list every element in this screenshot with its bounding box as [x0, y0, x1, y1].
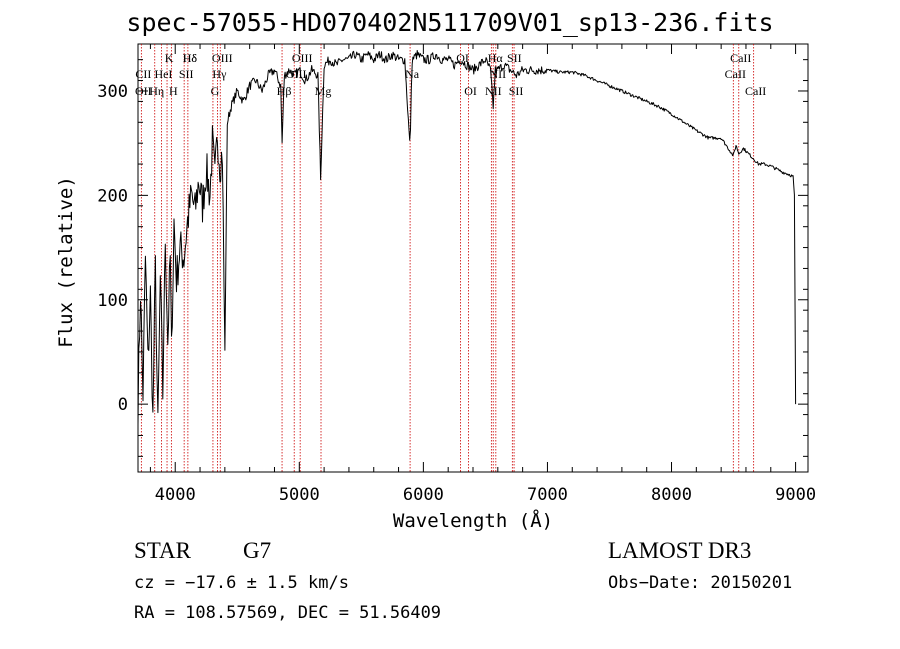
line-id-label: SII	[507, 51, 522, 65]
line-id-label: G	[211, 84, 220, 98]
x-tick-label: 5000	[279, 485, 320, 505]
line-id-label: Hδ	[183, 51, 198, 65]
line-id-label: Hη	[149, 84, 164, 98]
object-subclass: G7	[243, 538, 272, 563]
line-id-label: Mg	[315, 84, 332, 98]
line-id-label: OI	[456, 51, 469, 65]
line-id-label: CaII	[725, 67, 746, 81]
ra-dec-coordinates: RA = 108.57569, DEC = 51.56409	[134, 603, 442, 623]
line-id-label: Hβ	[277, 84, 292, 98]
survey-name: LAMOST DR3	[608, 538, 752, 563]
redshift-cz: cz = −17.6 ± 1.5 km/s	[134, 573, 349, 593]
line-id-label: CII	[135, 67, 151, 81]
y-tick-label: 100	[97, 291, 128, 311]
line-id-label: OI	[464, 84, 477, 98]
x-tick-label: 6000	[403, 485, 444, 505]
line-id-label: HeI	[154, 67, 172, 81]
line-id-label: K	[165, 51, 174, 65]
observation-date: Obs−Date: 20150201	[608, 573, 793, 593]
line-id-label: NII	[485, 84, 502, 98]
x-tick-label: 8000	[651, 485, 692, 505]
line-id-label: OIII	[286, 67, 307, 81]
y-tick-label: 300	[97, 82, 128, 102]
line-id-label: SII	[509, 84, 524, 98]
line-id-label: OII	[135, 84, 152, 98]
line-id-label: OIII	[212, 51, 233, 65]
line-id-label: Hγ	[212, 67, 227, 81]
line-id-label: CaII	[745, 84, 766, 98]
x-tick-label: 4000	[155, 485, 196, 505]
x-tick-label: 9000	[775, 485, 816, 505]
line-id-label: Na	[405, 67, 420, 81]
line-id-label: Hα	[488, 51, 504, 65]
line-id-label: H	[169, 84, 178, 98]
y-tick-label: 200	[97, 186, 128, 206]
line-id-label: NII	[489, 67, 506, 81]
x-axis-label: Wavelength (Å)	[392, 510, 554, 532]
y-tick-label: 0	[118, 395, 128, 415]
x-tick-label: 7000	[527, 485, 568, 505]
chart-title: spec-57055-HD070402N511709V01_sp13-236.f…	[126, 8, 774, 37]
plot-frame	[137, 43, 809, 473]
line-id-label: CaII	[730, 51, 751, 65]
line-id-label: OIII	[292, 51, 313, 65]
spectrum-line	[137, 50, 797, 426]
line-id-label: SII	[179, 67, 194, 81]
object-type: STAR	[134, 538, 191, 563]
line-id-label: Hδ	[183, 51, 198, 65]
y-axis-label: Flux (relative)	[55, 176, 77, 348]
